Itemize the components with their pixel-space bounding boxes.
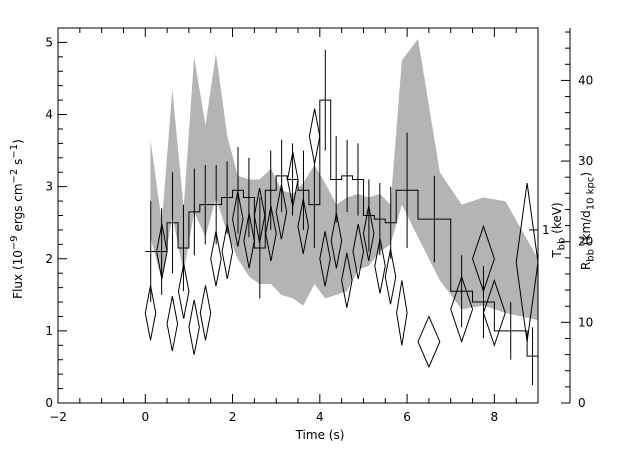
rbb-diamonds-layer — [144, 108, 539, 369]
rbb-diamond — [472, 224, 495, 293]
y-left-tick-label: 0 — [45, 396, 53, 410]
rbb-diamond — [341, 252, 353, 308]
rbb-diamond — [166, 296, 179, 352]
rbb-diamond — [275, 184, 288, 240]
rbb-diamond — [221, 224, 234, 280]
tbb-band — [150, 38, 538, 321]
rbb-diamond — [515, 182, 539, 342]
y-left-tick-label: 2 — [45, 252, 53, 266]
rbb-diamond — [297, 198, 309, 254]
rbb-diamond — [177, 263, 190, 319]
left-axis-label: Flux (10−9 ergs cm−2 s−1) — [9, 139, 25, 299]
y-right-tick-label: 40 — [578, 73, 593, 87]
rbb-diamond — [287, 151, 299, 207]
y-right-tick-label: 10 — [578, 315, 593, 329]
rbb-diamond — [210, 231, 222, 287]
rbb-diamond — [417, 315, 441, 369]
y-left-tick-label: 3 — [45, 180, 53, 194]
rbb-diamond — [330, 213, 343, 269]
y-right-tick-label: 20 — [578, 235, 593, 249]
x-tick-label: 2 — [229, 410, 237, 424]
y-left-tick-label: 1 — [45, 324, 53, 338]
rbb-diamond — [384, 249, 397, 305]
rbb-diamond — [362, 206, 375, 262]
rbb-diamond — [319, 231, 331, 287]
rbb-diamond — [374, 238, 386, 294]
x-tick-label: 4 — [316, 410, 324, 424]
flux-histogram-layer — [145, 49, 538, 385]
rbb-diamond — [243, 213, 255, 269]
tbb-band-layer — [150, 38, 538, 321]
right-axis-label-rbb: Rbb (km/d10 kpc) — [579, 172, 596, 270]
rbb-diamond — [308, 108, 321, 164]
rbb-diamond — [232, 191, 244, 247]
axes-layer — [57, 27, 571, 404]
rbb-diamond — [450, 275, 474, 344]
rbb-diamond — [144, 285, 157, 341]
y-left-tick-label: 4 — [45, 108, 53, 122]
rbb-diamond — [265, 206, 277, 262]
rbb-diamond — [199, 285, 212, 341]
rbb-diamond — [396, 280, 408, 346]
x-tick-label: 8 — [491, 410, 499, 424]
y-right-tick-label: 0 — [578, 396, 586, 410]
y-right-tick-label: 30 — [578, 154, 593, 168]
x-tick-label: 0 — [141, 410, 149, 424]
rbb-diamond — [482, 278, 506, 347]
rbb-diamond — [156, 224, 168, 280]
rbb-diamond — [352, 224, 364, 280]
tbb-tick-label: 1 — [542, 223, 550, 237]
x-tick-label: 6 — [403, 410, 411, 424]
rbb-diamond — [188, 299, 200, 355]
rbb-diamond — [253, 188, 266, 243]
x-tick-label: −2 — [49, 410, 67, 424]
right-axis-label-tbb: Tbb (keV) — [550, 202, 567, 257]
y-left-tick-label: 5 — [45, 35, 53, 49]
x-axis-label: Time (s) — [296, 428, 345, 442]
flux-histogram-line — [145, 99, 538, 357]
